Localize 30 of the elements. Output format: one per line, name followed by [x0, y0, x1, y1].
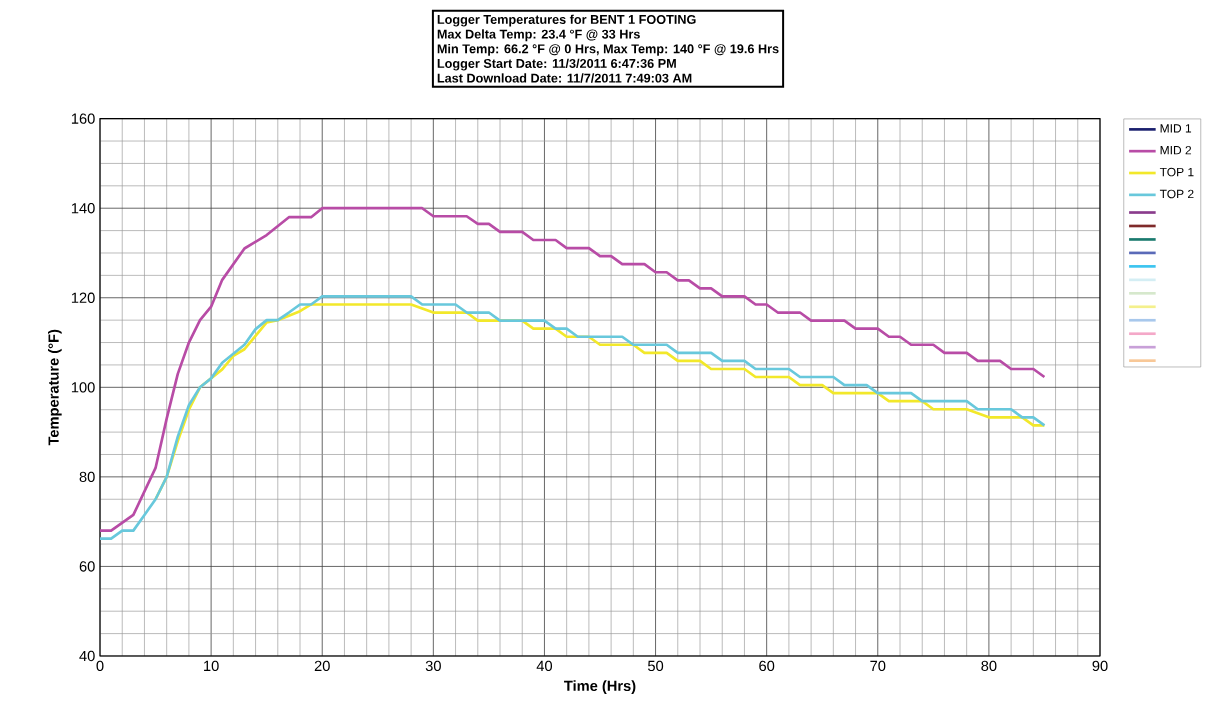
x-tick-label: 90 — [1092, 660, 1108, 672]
x-tick-label: 30 — [425, 660, 441, 672]
x-tick-label: 10 — [204, 660, 219, 672]
y-tick-label: 100 — [71, 382, 95, 393]
text: Max Delta Temp: 23.4 °F @ 33 Hrs — [437, 29, 640, 42]
chart-title: Logger Temperatures for BENT 1 FOOTING — [437, 14, 696, 27]
text: Min Temp: 66.2 °F @ 0 Hrs, Max Temp: 140 °F @ 19.6 Hrs — [437, 43, 779, 56]
x-tick-label: 20 — [314, 660, 330, 672]
y-axis-title: Temperature (°F) — [48, 329, 62, 446]
y-tick-label: 120 — [71, 292, 95, 303]
legend-label: MID 2 — [1160, 145, 1192, 155]
x-axis-title: Time (Hrs) — [564, 680, 636, 694]
line-series — [100, 206, 1046, 532]
x-tick-label: 60 — [759, 660, 775, 672]
legend-label: MID 1 — [1160, 124, 1192, 133]
x-tick-label: 70 — [870, 660, 886, 672]
x-tick-label: 80 — [981, 660, 997, 672]
x-tick-label: 50 — [647, 660, 664, 672]
text: Logger Start Date: 11/3/2011 6:47:36 PM — [437, 58, 676, 71]
text: Last Download Date: 11/7/2011 7:49:03 AM — [437, 73, 692, 83]
legend-label: TOP 1 — [1159, 167, 1194, 177]
y-tick-label: 80 — [79, 471, 95, 483]
legend-label: TOP 2 — [1159, 189, 1194, 199]
y-tick-label: 160 — [71, 113, 95, 124]
x-tick-label: 40 — [536, 660, 553, 672]
y-tick-label: 40 — [79, 650, 95, 662]
y-tick-label: 140 — [71, 203, 95, 214]
line-series — [100, 295, 1046, 541]
x-tick-label: 0 — [96, 660, 104, 672]
y-tick-label: 60 — [79, 561, 95, 572]
